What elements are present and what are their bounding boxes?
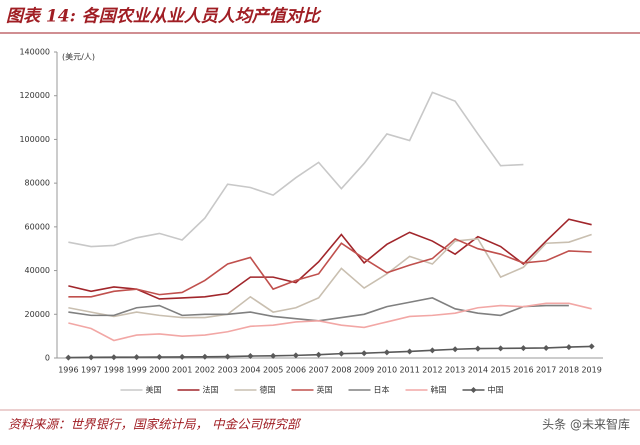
x-tick-label: 2004 xyxy=(240,366,260,375)
x-tick-label: 1999 xyxy=(126,366,146,375)
y-tick-label: 0 xyxy=(45,354,50,363)
point-marker xyxy=(383,349,390,356)
y-axis-label: (美元/人) xyxy=(62,52,95,62)
y-tick-label: 120000 xyxy=(19,91,50,100)
y-tick-label: 40000 xyxy=(25,266,50,275)
x-tick-label: 2018 xyxy=(559,366,579,375)
x-tick-label: 2011 xyxy=(399,366,419,375)
point-marker xyxy=(292,352,299,359)
point-marker xyxy=(338,350,345,357)
point-marker xyxy=(588,343,595,350)
point-marker xyxy=(429,347,436,354)
x-tick-label: 2007 xyxy=(308,366,328,375)
x-tick-label: 2009 xyxy=(354,366,374,375)
x-tick-label: 1997 xyxy=(81,366,101,375)
point-marker xyxy=(224,353,231,360)
x-tick-label: 1998 xyxy=(104,366,124,375)
point-marker xyxy=(361,350,368,357)
point-marker xyxy=(474,345,481,352)
legend-label: 法国 xyxy=(203,385,219,395)
x-tick-label: 2013 xyxy=(445,366,465,375)
series-line xyxy=(68,233,592,319)
point-marker xyxy=(156,354,163,361)
x-tick-label: 2016 xyxy=(513,366,533,375)
x-tick-label: 2014 xyxy=(468,366,488,375)
y-tick-label: 20000 xyxy=(25,310,50,319)
point-marker xyxy=(543,344,550,351)
series-line xyxy=(68,345,592,359)
legend-label: 德国 xyxy=(260,385,276,395)
legend-marker xyxy=(470,387,477,393)
x-tick-label: 2005 xyxy=(263,366,283,375)
point-marker xyxy=(133,354,140,361)
x-tick-label: 2010 xyxy=(377,366,397,375)
x-tick-label: 2003 xyxy=(217,366,237,375)
series-line xyxy=(68,297,569,322)
series-line xyxy=(68,302,592,342)
point-marker xyxy=(88,354,95,361)
legend-label: 韩国 xyxy=(431,385,447,395)
legend-label: 日本 xyxy=(374,385,390,395)
chart-title: 图表 14: 各国农业从业人员人均产值对比 xyxy=(6,7,322,27)
source: 资料来源：世界银行，国家统计局， 中金公司研究部 xyxy=(8,417,302,432)
point-marker xyxy=(565,344,572,351)
series-line xyxy=(68,91,524,248)
point-marker xyxy=(315,351,322,358)
legend-label: 美国 xyxy=(146,385,162,395)
x-tick-label: 2001 xyxy=(172,366,192,375)
x-tick-label: 2008 xyxy=(331,366,351,375)
legend-label: 英国 xyxy=(317,385,333,395)
x-tick-label: 2017 xyxy=(536,366,556,375)
x-tick-label: 2000 xyxy=(149,366,169,375)
x-tick-label: 2002 xyxy=(195,366,215,375)
x-tick-label: 2006 xyxy=(286,366,306,375)
point-marker xyxy=(65,354,72,361)
series-line xyxy=(68,218,592,300)
point-marker xyxy=(201,353,208,360)
point-marker xyxy=(247,353,254,360)
point-marker xyxy=(497,345,504,352)
point-marker xyxy=(110,354,117,361)
point-marker xyxy=(452,346,459,353)
y-tick-label: 140000 xyxy=(19,48,50,57)
y-tick-label: 60000 xyxy=(25,222,50,231)
point-marker xyxy=(520,345,527,352)
watermark: 头条 @未来智库 xyxy=(542,417,630,432)
y-tick-label: 100000 xyxy=(19,135,50,144)
y-tick-label: 80000 xyxy=(25,179,50,188)
x-tick-label: 2019 xyxy=(581,366,601,375)
point-marker xyxy=(406,348,413,355)
x-tick-label: 1996 xyxy=(58,366,78,375)
x-tick-label: 2012 xyxy=(422,366,442,375)
legend-label: 中国 xyxy=(488,385,504,395)
x-tick-label: 2015 xyxy=(490,366,510,375)
point-marker xyxy=(179,353,186,360)
series-line xyxy=(68,237,592,298)
point-marker xyxy=(270,352,277,359)
